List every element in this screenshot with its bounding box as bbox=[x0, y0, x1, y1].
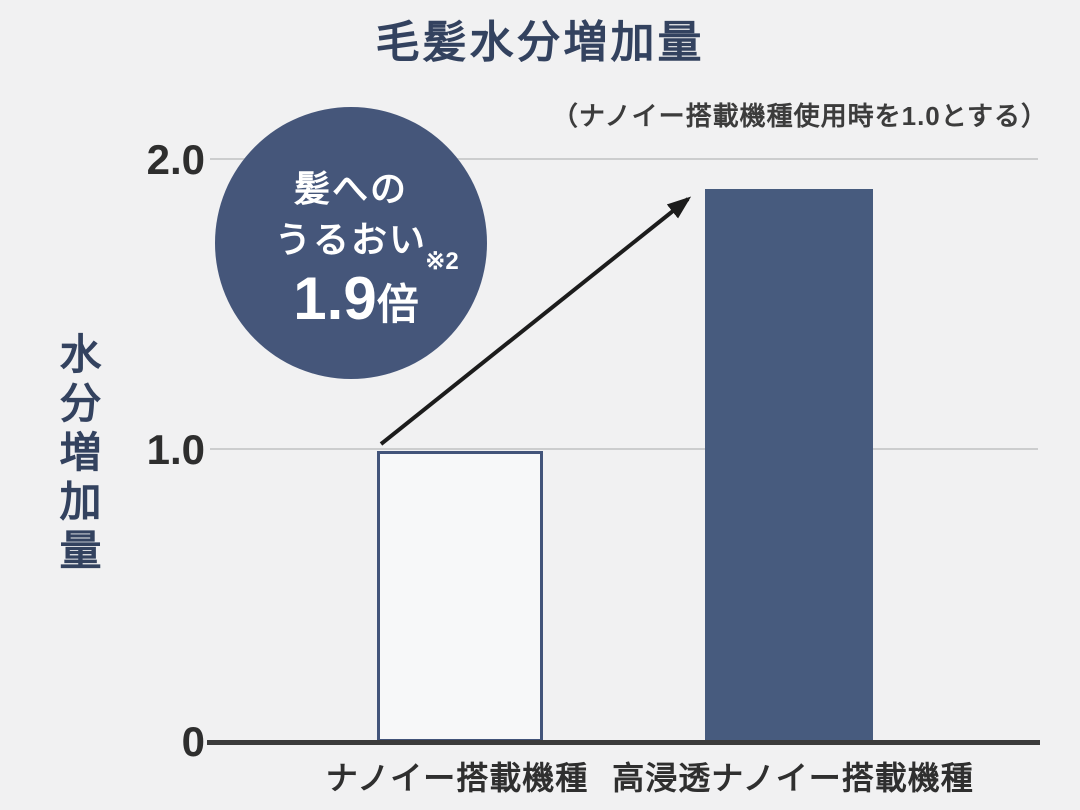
x-label-high-penetration-nanoe-model: 高浸透ナノイー搭載機種 bbox=[612, 760, 974, 796]
moisture-highlight-badge: 髪への うるおい 1.9 倍 ※2 bbox=[215, 107, 487, 379]
bar-high-penetration-nanoe-model bbox=[705, 189, 873, 742]
y-tick-1.0: 1.0 bbox=[146, 426, 205, 473]
badge-line-2: うるおい bbox=[274, 219, 427, 260]
chart-title: 毛髪水分増加量 bbox=[375, 18, 705, 67]
y-axis-label: 水分増加量 bbox=[54, 332, 101, 577]
badge-line-1: 髪への bbox=[293, 168, 408, 209]
y-tick-2.0: 2.0 bbox=[146, 136, 205, 183]
bar-nanoe-model bbox=[377, 451, 543, 742]
badge-value-row: 1.9 倍 ※2 bbox=[293, 248, 458, 332]
badge-value: 1.9 bbox=[293, 265, 377, 332]
y-tick-0: 0 bbox=[181, 718, 205, 765]
chart-subtitle: （ナノイー搭載機種使用時を1.0とする） bbox=[551, 101, 1048, 131]
badge-footnote-mark: ※2 bbox=[425, 248, 459, 275]
badge-unit: 倍 bbox=[376, 281, 419, 328]
x-label-nanoe-model: ナノイー搭載機種 bbox=[325, 760, 589, 796]
x-axis-line bbox=[207, 740, 1040, 745]
gridline-1.0 bbox=[210, 448, 1038, 450]
gridline-2.0 bbox=[210, 158, 1038, 160]
